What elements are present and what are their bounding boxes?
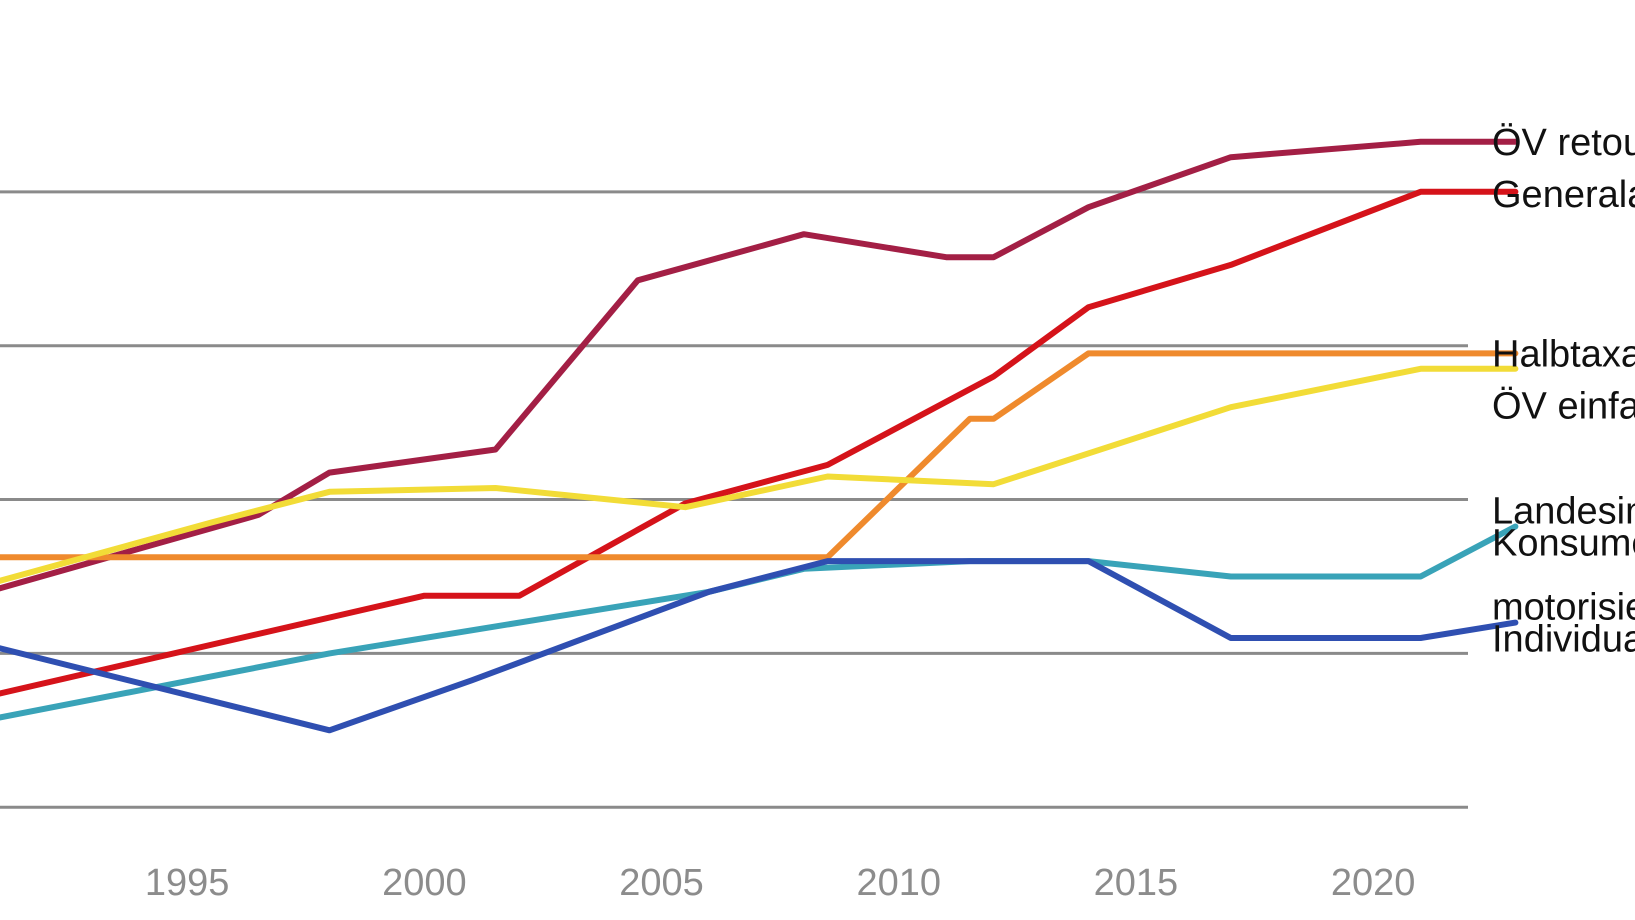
series-line xyxy=(0,558,1519,734)
x-tick-label: 2000 xyxy=(382,862,467,904)
series-label-line: Landesindex der xyxy=(1492,491,1635,533)
series-label-line: ÖV einfach xyxy=(1492,385,1635,427)
series-label-line: Halbtaxabonnement xyxy=(1492,333,1635,375)
x-tick-label: 2020 xyxy=(1331,862,1416,904)
x-tick-label: 2015 xyxy=(1094,862,1179,904)
series-label: motorisierterIndividualverkehr xyxy=(1492,587,1635,661)
series-label-line: motorisierter xyxy=(1492,587,1635,629)
x-tick-label: 2005 xyxy=(619,862,704,904)
x-tick-label: 1995 xyxy=(145,862,230,904)
series-label-line: ÖV retour xyxy=(1492,122,1635,164)
series-line xyxy=(0,365,1519,584)
series-line xyxy=(0,350,1519,561)
series-label: Landesindex derKonsumentenpreise xyxy=(1492,491,1635,565)
series-label-line: Konsumentenpreise xyxy=(1492,523,1635,565)
series-line xyxy=(0,138,1519,592)
series-label: Generalabonnement xyxy=(1492,174,1635,216)
series-label: ÖV einfach xyxy=(1492,385,1635,427)
x-axis-ticks: 1995 2000 2005 2010 2015 2020 xyxy=(145,862,1415,904)
series-label-line: Generalabonnement xyxy=(1492,174,1635,216)
series-lines xyxy=(0,138,1519,734)
series-label: Halbtaxabonnement xyxy=(1492,333,1635,375)
x-tick-label: 2010 xyxy=(856,862,941,904)
series-line xyxy=(0,188,1519,697)
series-label: ÖV retour xyxy=(1492,122,1635,164)
series-label-line: Individualverkehr xyxy=(1492,619,1635,661)
series-labels: ÖV retour Generalabonnement Halbtaxabonnem… xyxy=(1492,122,1635,661)
